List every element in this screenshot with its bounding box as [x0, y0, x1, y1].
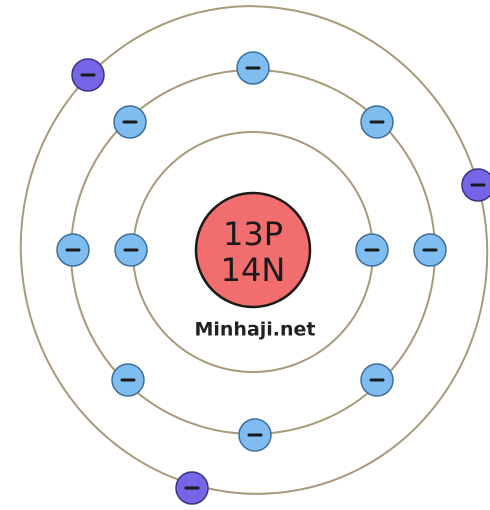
protons-label: 13P: [223, 215, 283, 253]
neutrons-label: 14N: [221, 251, 286, 289]
bohr-diagram: 13P 14N Minhaji.net: [0, 0, 490, 510]
watermark: Minhaji.net: [194, 319, 315, 341]
